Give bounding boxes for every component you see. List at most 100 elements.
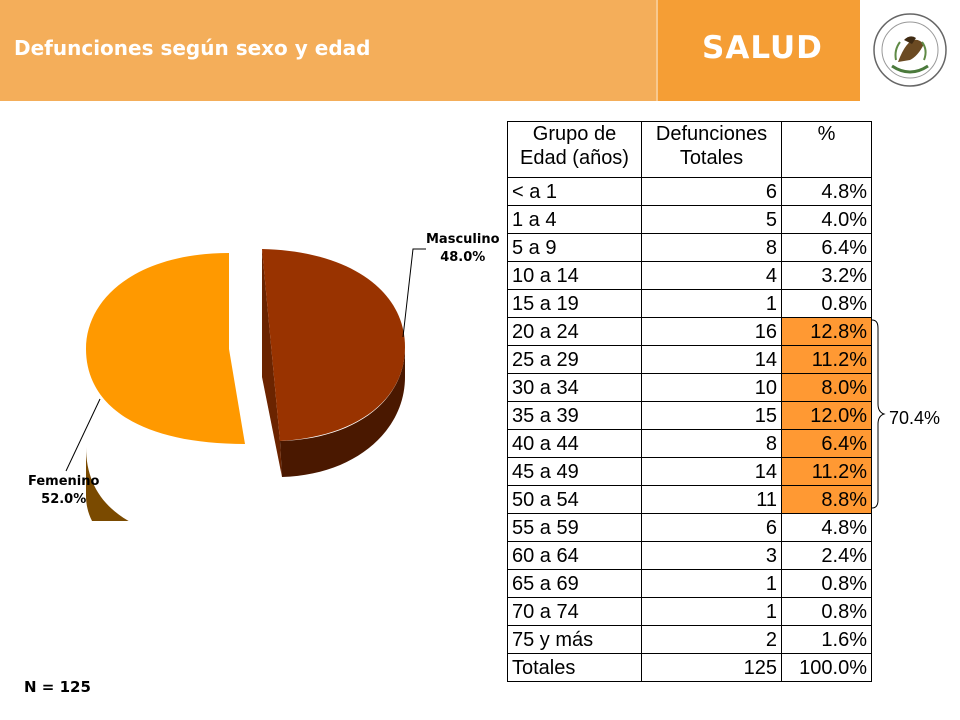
pie-label-femenino: Femenino 52.0% [28,473,99,509]
cell-age-group: 75 y más [507,625,642,654]
cell-total-deaths: 1 [641,597,782,626]
pie-slice-femenino-side [86,447,129,521]
cell-percent: 0.8% [781,289,872,318]
table-row: 40 a 44 8 6.4% [507,429,872,458]
cell-percent: 8.0% [781,373,872,402]
cell-percent: 6.4% [781,429,872,458]
pie-slice-femenino [86,253,245,444]
cell-percent: 1.6% [781,625,872,654]
cell-age-group: 20 a 24 [507,317,642,346]
cell-total-deaths: 16 [641,317,782,346]
bracket-brace [871,319,886,509]
cell-age-group: Totales [507,653,642,682]
column-header-percent: % [781,121,872,178]
cell-total-deaths: 11 [641,485,782,514]
pie-label-femenino-name: Femenino [28,474,100,489]
pie-label-masculino-value: 48.0% [440,250,486,265]
table-row: 45 a 49 14 11.2% [507,457,872,486]
table-row: < a 1 6 4.8% [507,177,872,206]
cell-age-group: 60 a 64 [507,541,642,570]
cell-percent: 12.8% [781,317,872,346]
table-row: 30 a 34 10 8.0% [507,373,872,402]
cell-total-deaths: 125 [641,653,782,682]
national-seal-icon [873,13,947,87]
pie-label-masculino: Masculino 48.0% [426,231,500,267]
cell-age-group: 15 a 19 [507,289,642,318]
cell-total-deaths: 6 [641,177,782,206]
cell-percent: 12.0% [781,401,872,430]
cell-percent: 6.4% [781,233,872,262]
cell-total-deaths: 1 [641,289,782,318]
cell-percent: 2.4% [781,541,872,570]
page-title: Defunciones según sexo y edad [14,36,371,60]
cell-percent: 8.8% [781,485,872,514]
cell-total-deaths: 2 [641,625,782,654]
column-header-age-group: Grupo de Edad (años) [507,121,642,178]
cell-total-deaths: 6 [641,513,782,542]
cell-total-deaths: 15 [641,401,782,430]
leader-line-femenino [65,398,101,472]
brand-box: SALUD [656,0,860,101]
cell-total-deaths: 3 [641,541,782,570]
table-row: 60 a 64 3 2.4% [507,541,872,570]
cell-percent: 0.8% [781,597,872,626]
age-group-deaths-table: Grupo de Edad (años) Defunciones Totales %… [507,121,872,682]
cell-age-group: 1 a 4 [507,205,642,234]
table-body: < a 1 6 4.8% 1 a 4 5 4.0% 5 a 9 8 6.4% 10 a 14 4 3.… [507,177,872,682]
cell-age-group: 40 a 44 [507,429,642,458]
table-row: 10 a 14 4 3.2% [507,261,872,290]
cell-age-group: 5 a 9 [507,233,642,262]
table-row: 1 a 4 5 4.0% [507,205,872,234]
pie-slice-masculino [262,249,405,441]
pie-label-femenino-value: 52.0% [41,492,87,507]
cell-age-group: 25 a 29 [507,345,642,374]
pie-slice-masculino-inner-wall [262,249,282,477]
cell-total-deaths: 10 [641,373,782,402]
cell-total-deaths: 1 [641,569,782,598]
sample-size-label: N = 125 [24,678,91,696]
cell-total-deaths: 8 [641,233,782,262]
header-bar: Defunciones según sexo y edad SALUD [0,0,960,101]
table-row: 20 a 24 16 12.8% [507,317,872,346]
cell-age-group: 65 a 69 [507,569,642,598]
seal-box [860,0,960,101]
table-row: 50 a 54 11 8.8% [507,485,872,514]
cell-age-group: 55 a 59 [507,513,642,542]
cell-percent: 4.8% [781,177,872,206]
cell-percent: 11.2% [781,345,872,374]
pie-label-masculino-name: Masculino [426,232,500,247]
bracket-total-label: 70.4% [889,408,941,428]
cell-age-group: 35 a 39 [507,401,642,430]
pie-slice-masculino-side [280,347,405,477]
table-row: 65 a 69 1 0.8% [507,569,872,598]
cell-percent: 4.8% [781,513,872,542]
cell-age-group: < a 1 [507,177,642,206]
column-header-total-deaths: Defunciones Totales [641,121,782,178]
table-row: 70 a 74 1 0.8% [507,597,872,626]
cell-age-group: 10 a 14 [507,261,642,290]
table-row: 5 a 9 8 6.4% [507,233,872,262]
table-row: 35 a 39 15 12.0% [507,401,872,430]
cell-percent: 100.0% [781,653,872,682]
brand-logo-text: SALUD [702,30,823,66]
cell-total-deaths: 14 [641,457,782,486]
cell-age-group: 45 a 49 [507,457,642,486]
cell-age-group: 30 a 34 [507,373,642,402]
cell-age-group: 50 a 54 [507,485,642,514]
cell-percent: 11.2% [781,457,872,486]
table-row: 75 y más 2 1.6% [507,625,872,654]
cell-age-group: 70 a 74 [507,597,642,626]
cell-total-deaths: 8 [641,429,782,458]
cell-total-deaths: 5 [641,205,782,234]
table-header-row: Grupo de Edad (años) Defunciones Totales % [507,121,872,178]
cell-percent: 4.0% [781,205,872,234]
cell-percent: 3.2% [781,261,872,290]
table-row: 15 a 19 1 0.8% [507,289,872,318]
table-row: 55 a 59 6 4.8% [507,513,872,542]
table-row: Totales 125 100.0% [507,653,872,682]
sex-pie-chart [65,248,426,521]
cell-total-deaths: 4 [641,261,782,290]
table-row: 25 a 29 14 11.2% [507,345,872,374]
cell-total-deaths: 14 [641,345,782,374]
leader-line-masculino [402,248,426,338]
